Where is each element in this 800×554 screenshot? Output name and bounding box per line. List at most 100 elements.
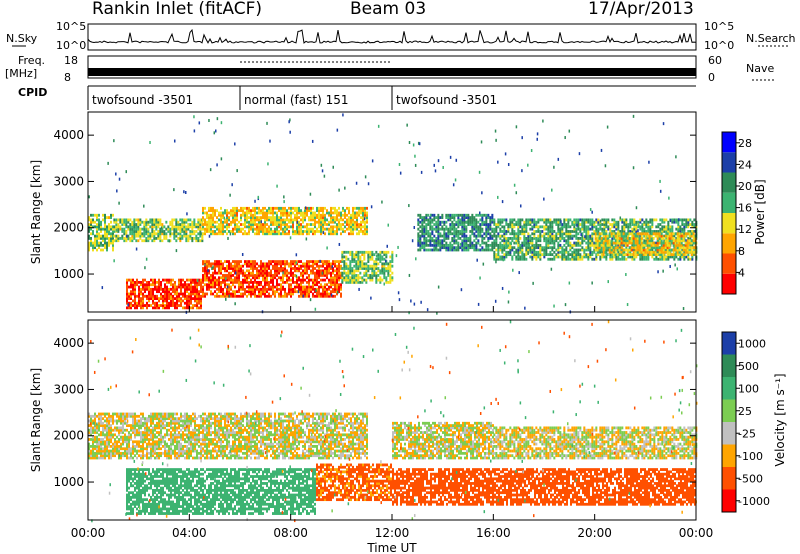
power-echo-2 [228,211,230,215]
power-echo-7 [501,243,504,247]
power-echo-2 [358,213,360,217]
power-echo-7 [513,225,516,229]
power-echo-1 [123,232,126,236]
power-echo-2 [294,216,296,219]
power-echo-2 [278,220,280,224]
power-echo-2 [252,218,254,222]
power-echo-4 [318,292,320,296]
power-echo-8 [594,248,597,252]
power-echo-1 [189,237,192,240]
power-echo-4 [320,278,322,282]
power-echo-1 [197,223,200,226]
power-echo-4 [300,274,302,277]
power-echo-4 [268,287,270,291]
power-echo-1 [133,230,136,233]
power-echo-1 [193,230,196,233]
power-echo-8 [636,232,639,236]
power-echo-7 [493,243,496,247]
power-echo-5 [367,267,370,270]
power-echo-4 [228,260,230,263]
power-echo-7 [531,248,534,252]
power-echo-7 [587,253,590,257]
power-echo-6 [449,218,452,222]
power-echo-2 [212,230,214,233]
power-echo-2 [222,230,224,233]
power-echo-7 [559,234,562,238]
power-echo-7 [525,225,528,229]
power-echo-4 [244,262,246,266]
power-echo-7 [587,239,590,243]
power-echo-0 [108,239,110,243]
power-echo-7 [529,241,532,245]
power-echo-7 [561,234,564,238]
power-echo-7 [581,248,584,252]
power-echo-7 [611,239,614,243]
power-echo-5 [359,250,362,254]
power-echo-2 [322,206,324,210]
power-echo-4 [204,283,206,287]
power-echo-2 [318,216,320,219]
power-echo-7 [573,230,576,233]
power-echo-3 [182,294,184,298]
power-echo-7 [583,253,586,257]
power-echo-5 [355,280,358,284]
power-echo-4 [226,260,228,263]
power-echo-4 [244,260,246,263]
power-echo-7 [675,220,678,224]
power-echo-8 [624,243,627,247]
power-echo-6 [461,246,464,250]
power-echo-7 [601,218,604,222]
power-echo-2 [242,209,244,213]
power-echo-4 [276,280,278,284]
power-echo-4 [244,274,246,277]
power-echo-7 [553,246,556,250]
power-echo-8 [626,243,629,247]
power-echo-5 [359,257,362,261]
power-echo-7 [657,250,660,254]
power-echo-3 [186,290,188,294]
power-echo-1 [149,234,152,238]
power-echo-2 [212,220,214,224]
power-echo-4 [248,276,250,280]
power-echo-2 [242,227,244,231]
power-echo-4 [238,290,240,294]
power-echo-7 [663,225,666,229]
power-echo-7 [587,255,590,259]
power-echo-7 [549,241,552,245]
power-echo-8 [602,248,605,252]
power-echo-2 [280,216,282,219]
power-echo-6 [491,237,494,240]
power-echo-3 [188,292,190,296]
power-echo-1 [125,232,128,236]
power-echo-2 [304,225,306,229]
power-echo-7 [591,232,594,236]
power-echo-scatter [518,240,520,244]
power-echo-3 [140,280,142,284]
power-echo-6 [485,246,488,250]
power-echo-2 [352,218,354,222]
power-echo-2 [338,220,340,224]
power-echo-6 [479,232,482,236]
power-echo-2 [202,216,204,219]
power-echo-2 [256,216,258,219]
power-echo-5 [377,269,380,273]
power-echo-7 [493,250,496,254]
power-echo-4 [326,276,328,280]
power-echo-2 [308,216,310,219]
power-echo-6 [445,220,448,224]
power-echo-1 [125,220,128,224]
power-echo-2 [354,225,356,229]
power-echo-1 [139,237,142,240]
power-echo-0 [96,213,98,217]
power-echo-3 [190,292,192,296]
power-echo-2 [332,216,334,219]
power-echo-7 [673,257,676,261]
power-echo-3 [160,283,162,287]
power-echo-7 [561,255,564,259]
power-echo-6 [453,241,456,245]
power-echo-1 [183,230,186,233]
power-echo-7 [533,255,536,259]
power-echo-2 [362,211,364,215]
power-echo-1 [173,234,176,238]
power-echo-2 [270,209,272,213]
